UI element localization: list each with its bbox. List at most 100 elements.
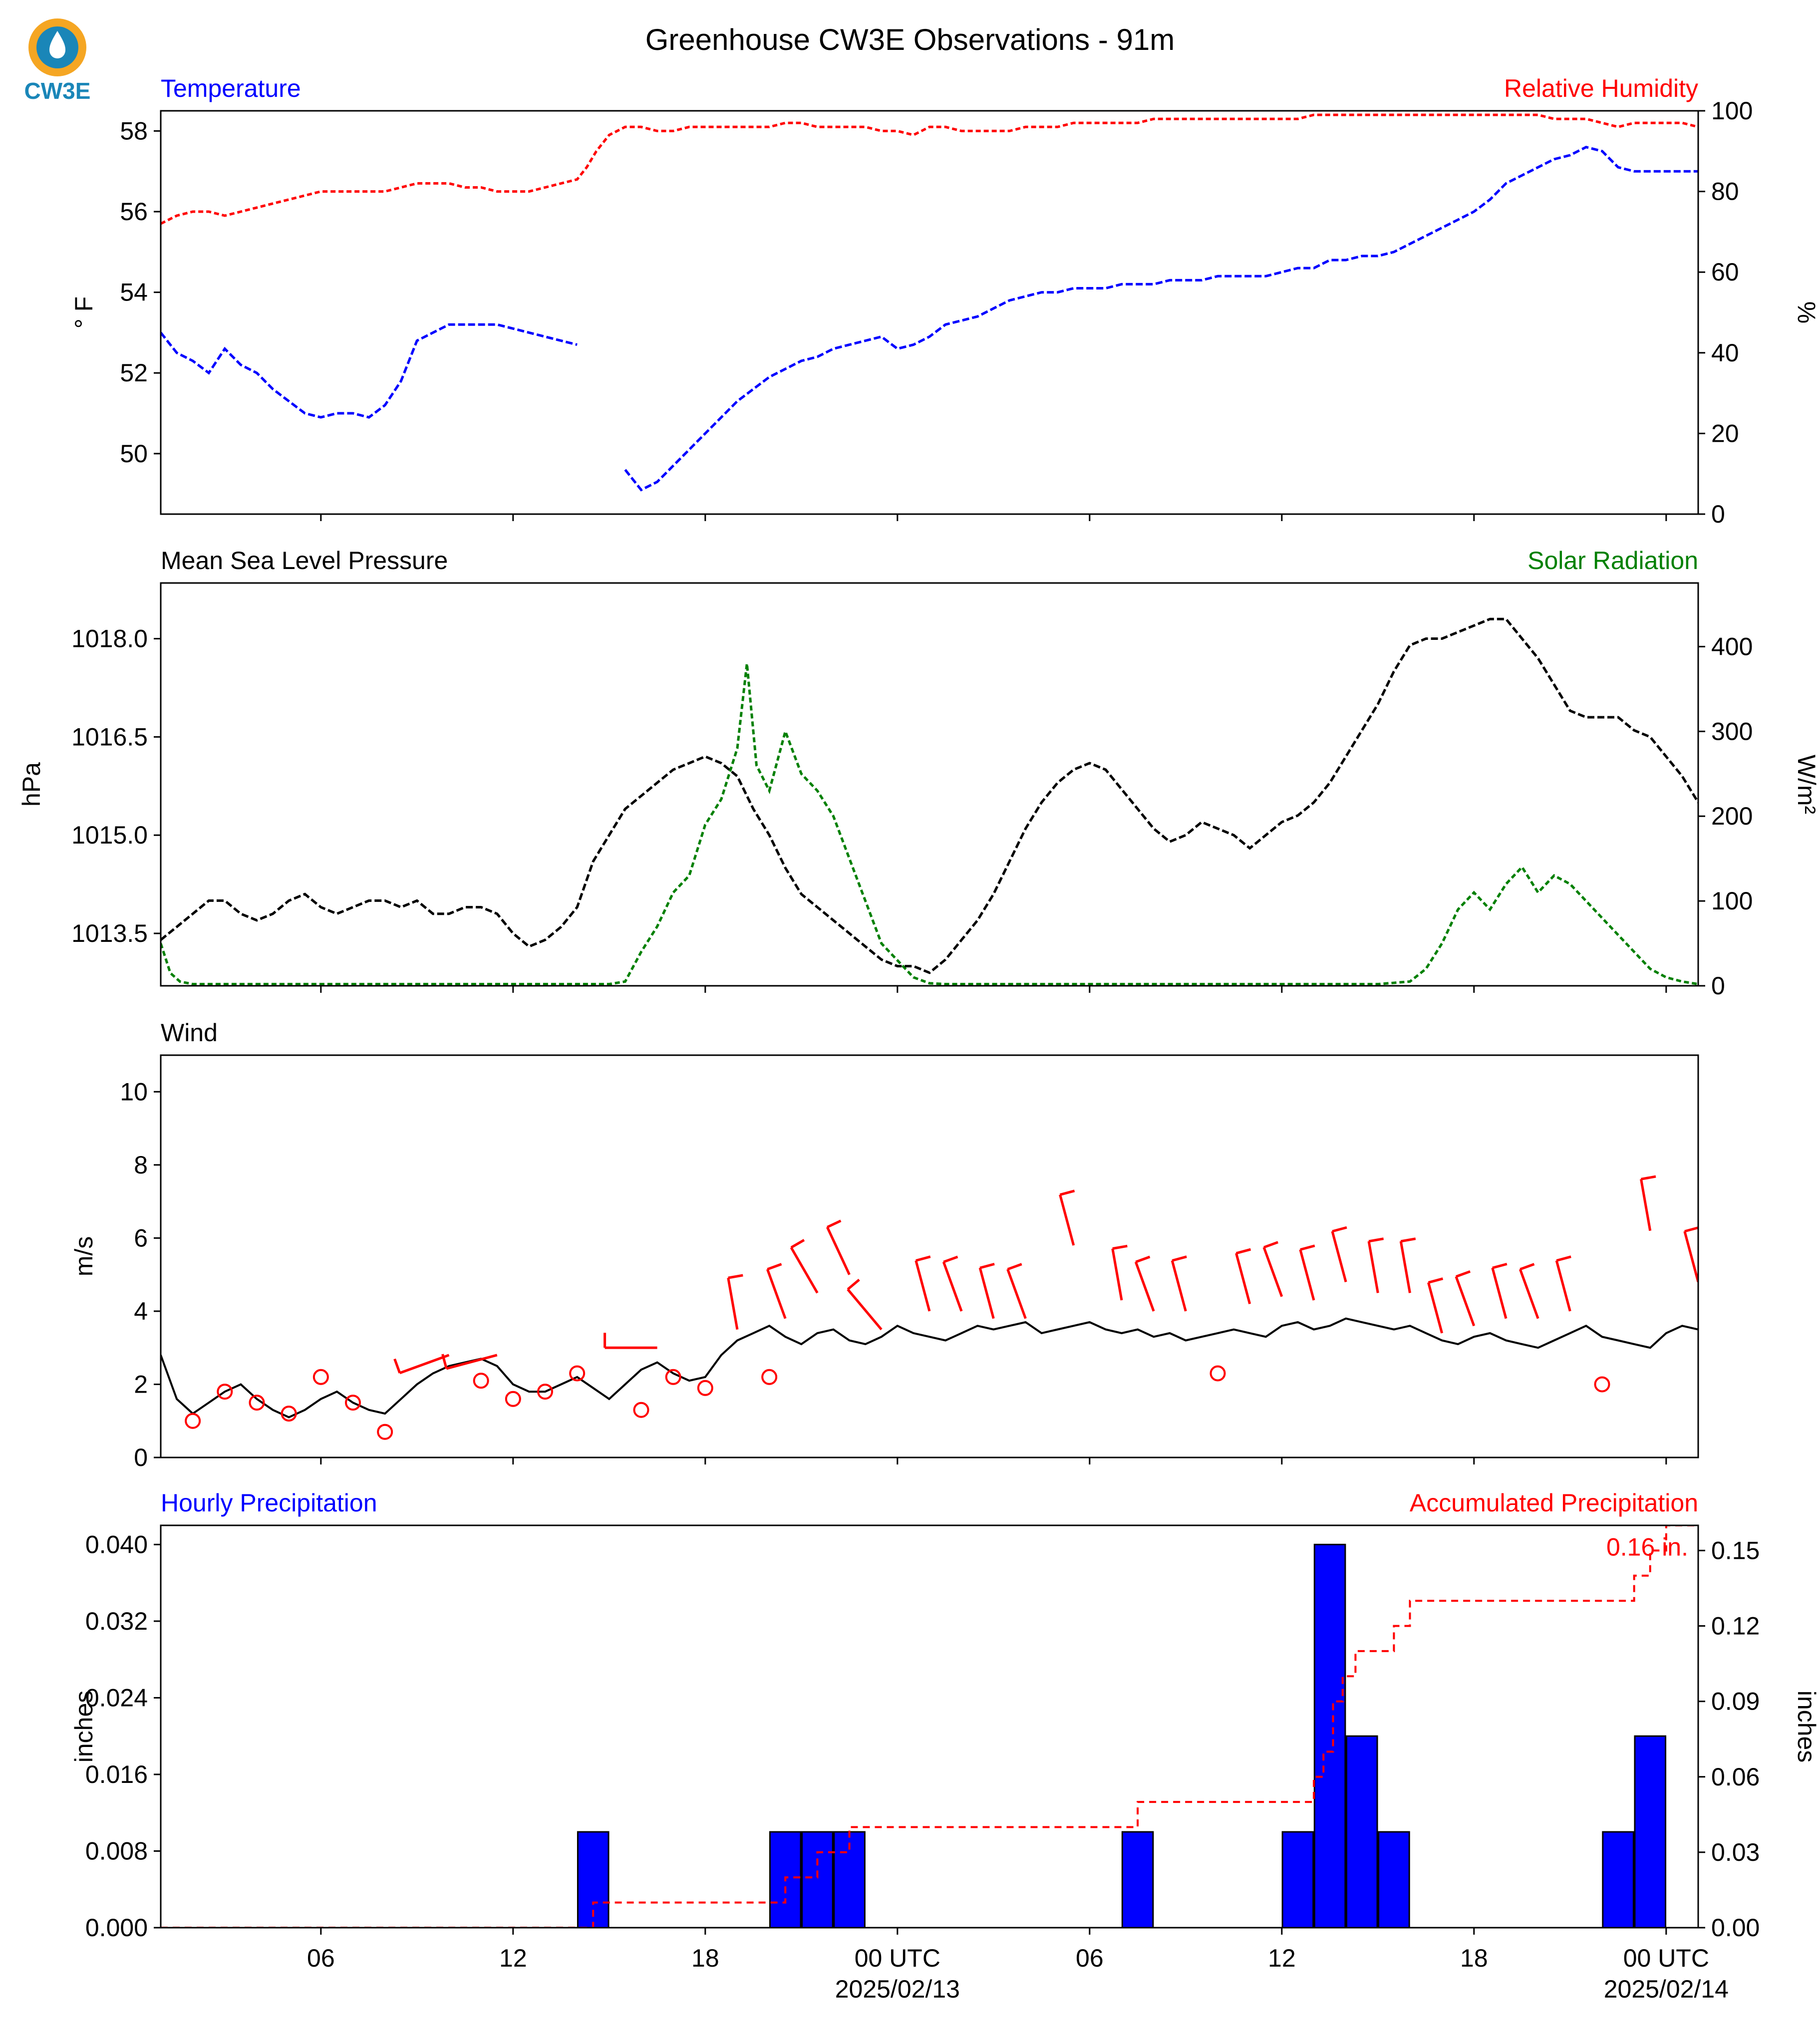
ytick-label-right: 0.12 bbox=[1711, 1612, 1760, 1640]
ytick-label-left: 0.000 bbox=[85, 1914, 148, 1942]
wind-barb-flag bbox=[1332, 1226, 1347, 1233]
wind-barb bbox=[399, 1354, 450, 1375]
solar-radiation-line bbox=[161, 663, 1698, 986]
wind-barb bbox=[1134, 1261, 1155, 1312]
ylabel-right: % bbox=[1793, 301, 1820, 323]
wind-barb bbox=[1491, 1267, 1508, 1319]
plot-area bbox=[161, 1525, 1698, 1928]
wind-barb-flag bbox=[1235, 1248, 1251, 1255]
calm-wind-marker bbox=[312, 1369, 329, 1385]
calm-wind-marker bbox=[217, 1384, 233, 1400]
calm-wind-marker bbox=[473, 1373, 489, 1389]
panel-temperature-rh: Temperature Relative Humidity 50 52 54 56 58 ° … bbox=[70, 74, 1820, 528]
wind-barb bbox=[826, 1226, 851, 1275]
ytick-label-right: 20 bbox=[1711, 419, 1739, 447]
figure-title: Greenhouse CW3E Observations - 91m bbox=[645, 23, 1175, 56]
precip-bar bbox=[801, 1831, 834, 1928]
ytick-label-right: 0.15 bbox=[1711, 1536, 1760, 1564]
precip-bar bbox=[1121, 1831, 1154, 1928]
ytick-label-right: 0.00 bbox=[1711, 1914, 1760, 1942]
pressure-line bbox=[161, 617, 1698, 974]
ylabel-left: m/s bbox=[70, 1236, 98, 1277]
ytick-label-right: 100 bbox=[1711, 97, 1753, 125]
precip-bar bbox=[1345, 1735, 1378, 1928]
ylabel-left: hPa bbox=[17, 762, 45, 807]
plot-area bbox=[161, 617, 1698, 986]
ytick-label-right: 80 bbox=[1711, 178, 1739, 206]
xtick-label: 18 bbox=[1460, 1944, 1488, 1972]
ytick-label-right: 0.03 bbox=[1711, 1838, 1760, 1866]
precip-bar bbox=[1313, 1543, 1346, 1928]
wind-barb bbox=[978, 1267, 995, 1319]
ytick-label-right: 300 bbox=[1711, 717, 1753, 745]
wind-barb bbox=[1235, 1253, 1251, 1304]
wind-barb bbox=[1262, 1247, 1283, 1297]
ytick-label-right: 40 bbox=[1711, 339, 1739, 367]
wind-barb bbox=[1059, 1194, 1075, 1246]
wind-barb bbox=[847, 1288, 883, 1331]
panel-pressure-solar: Mean Sea Level Pressure Solar Radiation 10… bbox=[17, 547, 1820, 1000]
xtick-label: 12 bbox=[499, 1944, 527, 1972]
ytick-label-right: 0 bbox=[1711, 972, 1725, 1000]
panel-frame bbox=[160, 582, 1699, 987]
ytick-label-right: 0.06 bbox=[1711, 1763, 1760, 1791]
panel-title-right: Accumulated Precipitation bbox=[1410, 1489, 1698, 1517]
ytick-label-left: 0.032 bbox=[85, 1607, 148, 1635]
wind-barb-flag bbox=[1556, 1255, 1571, 1262]
xtick-label: 06 bbox=[1076, 1944, 1104, 1972]
wind-barb bbox=[1006, 1269, 1027, 1319]
panel-title-left: Temperature bbox=[161, 74, 301, 102]
temperature-line bbox=[161, 146, 1698, 492]
xtick-label: 06 bbox=[307, 1944, 335, 1972]
calm-wind-marker bbox=[185, 1413, 201, 1429]
wind-barb bbox=[942, 1261, 963, 1312]
wind-barb-flag bbox=[915, 1255, 931, 1262]
precip-bar bbox=[1634, 1735, 1667, 1928]
calm-wind-marker bbox=[697, 1380, 713, 1396]
calm-wind-marker bbox=[569, 1365, 586, 1382]
wind-barb-flag bbox=[979, 1262, 995, 1269]
wind-barb bbox=[446, 1354, 498, 1370]
wind-barb-flag bbox=[1368, 1237, 1384, 1243]
wind-speed-line bbox=[161, 1317, 1698, 1419]
plot-area bbox=[161, 1175, 1698, 1440]
wind-barb bbox=[1399, 1241, 1411, 1293]
wind-barb-flag bbox=[943, 1255, 958, 1263]
ytick-label-left: 0.024 bbox=[85, 1684, 148, 1712]
ytick-label-left: 0 bbox=[134, 1444, 148, 1471]
ytick-label-left: 8 bbox=[134, 1151, 148, 1179]
calm-wind-marker bbox=[377, 1424, 393, 1440]
wind-barb bbox=[1555, 1260, 1571, 1312]
panel-title-left: Mean Sea Level Pressure bbox=[161, 547, 448, 575]
wind-barb-flag bbox=[1492, 1262, 1508, 1269]
ytick-label-left: 58 bbox=[120, 117, 148, 145]
ylabel-left: ° F bbox=[70, 296, 98, 328]
xtick-label: 00 UTC bbox=[855, 1944, 940, 1972]
calm-wind-marker bbox=[1210, 1365, 1226, 1382]
wind-barb bbox=[1427, 1282, 1444, 1334]
panel-frame bbox=[160, 1054, 1699, 1458]
wind-barb-flag bbox=[1428, 1277, 1444, 1284]
calm-wind-marker bbox=[633, 1402, 649, 1418]
panel-title-right: Relative Humidity bbox=[1504, 74, 1698, 102]
ytick-label-right: 60 bbox=[1711, 258, 1739, 286]
xtick-date-label: 2025/02/13 bbox=[835, 1975, 960, 2003]
logo-text: CW3E bbox=[24, 78, 91, 104]
ytick-label-left: 56 bbox=[120, 198, 148, 226]
ytick-label-left: 2 bbox=[134, 1370, 148, 1398]
wind-barb-flag bbox=[1112, 1244, 1128, 1250]
precip-bar bbox=[1602, 1831, 1634, 1928]
wind-barb-flag bbox=[1456, 1270, 1471, 1278]
calm-wind-marker bbox=[505, 1391, 521, 1407]
ytick-label-left: 52 bbox=[120, 359, 148, 387]
panel-precipitation: Hourly Precipitation Accumulated Precipit… bbox=[70, 1489, 1820, 1942]
calm-wind-marker bbox=[281, 1406, 297, 1422]
calm-wind-marker bbox=[537, 1384, 553, 1400]
wind-barb bbox=[1111, 1248, 1123, 1301]
panel-title-right: Solar Radiation bbox=[1527, 547, 1698, 575]
wind-barb bbox=[1640, 1178, 1652, 1231]
accumulated-precip-line bbox=[161, 1525, 1698, 1928]
wind-barb bbox=[914, 1260, 931, 1312]
ytick-label-left: 1016.5 bbox=[71, 723, 148, 751]
